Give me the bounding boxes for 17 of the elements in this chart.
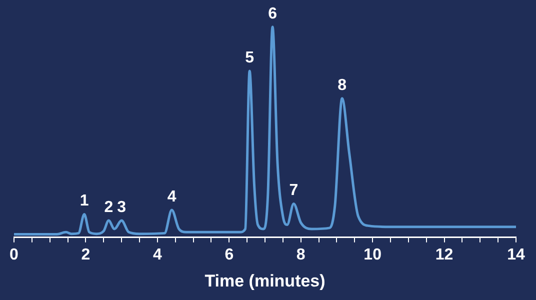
x-tick-label: 14 [507, 246, 525, 264]
x-tick-label: 6 [224, 246, 234, 264]
x-tick-label: 2 [81, 246, 90, 264]
x-tick-label: 10 [364, 246, 382, 264]
x-tick-label: 0 [10, 246, 19, 264]
annotation: 5 [245, 49, 254, 66]
annotation: 4 [167, 188, 176, 206]
x-tick-label: 12 [435, 246, 454, 264]
annotation: 1 [80, 192, 89, 210]
annotation: 3 [117, 198, 126, 216]
annotation: 7 [289, 182, 298, 200]
annotation: 2 [104, 198, 114, 216]
x-axis-title: Time (minutes) [204, 271, 326, 290]
x-tick-label: 8 [296, 246, 306, 264]
annotation: 8 [338, 76, 347, 94]
annotation: 6 [268, 5, 278, 22]
x-tick-label: 4 [152, 246, 162, 264]
